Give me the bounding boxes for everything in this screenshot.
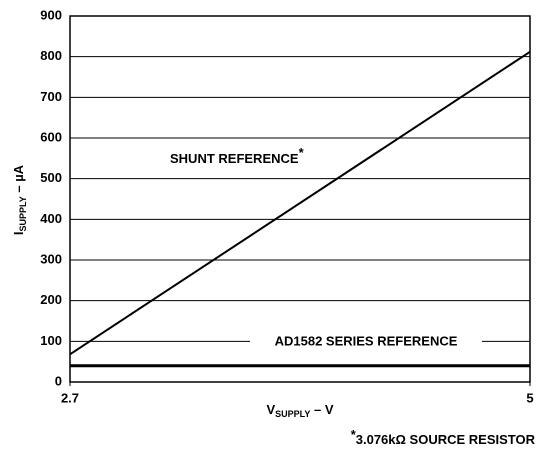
footnote: *3.076kΩ SOURCE RESISTOR bbox=[351, 427, 536, 447]
series-label: SHUNT REFERENCE* bbox=[170, 145, 305, 166]
plot-frame bbox=[69, 15, 531, 383]
series-line bbox=[69, 50, 531, 356]
label-background bbox=[250, 333, 482, 349]
y-tick-label: 100 bbox=[40, 333, 62, 348]
y-label-symbol: I bbox=[11, 231, 26, 235]
x-label-unit: – V bbox=[310, 402, 333, 417]
y-tick-label: 300 bbox=[40, 251, 62, 266]
series-label: AD1582 SERIES REFERENCE bbox=[275, 333, 458, 348]
grid-layer bbox=[70, 15, 530, 383]
series-marker: * bbox=[299, 145, 305, 160]
y-tick-label: 500 bbox=[40, 170, 62, 185]
x-label-subscript: SUPPLY bbox=[275, 409, 310, 419]
y-tick-label: 700 bbox=[40, 89, 62, 104]
y-tick-label: 0 bbox=[55, 373, 62, 388]
footnote-text: 3.076kΩ SOURCE RESISTOR bbox=[356, 432, 536, 447]
y-tick-label: 600 bbox=[40, 129, 62, 144]
y-axis-label: ISUPPLY – µA bbox=[11, 164, 28, 235]
footnote-marker: * bbox=[351, 427, 357, 442]
y-tick-label: 400 bbox=[40, 211, 62, 226]
y-label-subscript: SUPPLY bbox=[18, 196, 28, 231]
y-tick-label: 900 bbox=[40, 7, 62, 22]
x-label-symbol: V bbox=[267, 402, 276, 417]
series-name: SHUNT REFERENCE bbox=[170, 151, 299, 166]
x-tick-label: 5 bbox=[526, 390, 533, 405]
y-tick-label: 200 bbox=[40, 292, 62, 307]
x-axis-label: VSUPPLY – V bbox=[267, 402, 334, 419]
x-tick-label: 2.7 bbox=[61, 390, 79, 405]
y-tick-label: 800 bbox=[40, 48, 62, 63]
y-label-unit: – µA bbox=[11, 164, 26, 196]
